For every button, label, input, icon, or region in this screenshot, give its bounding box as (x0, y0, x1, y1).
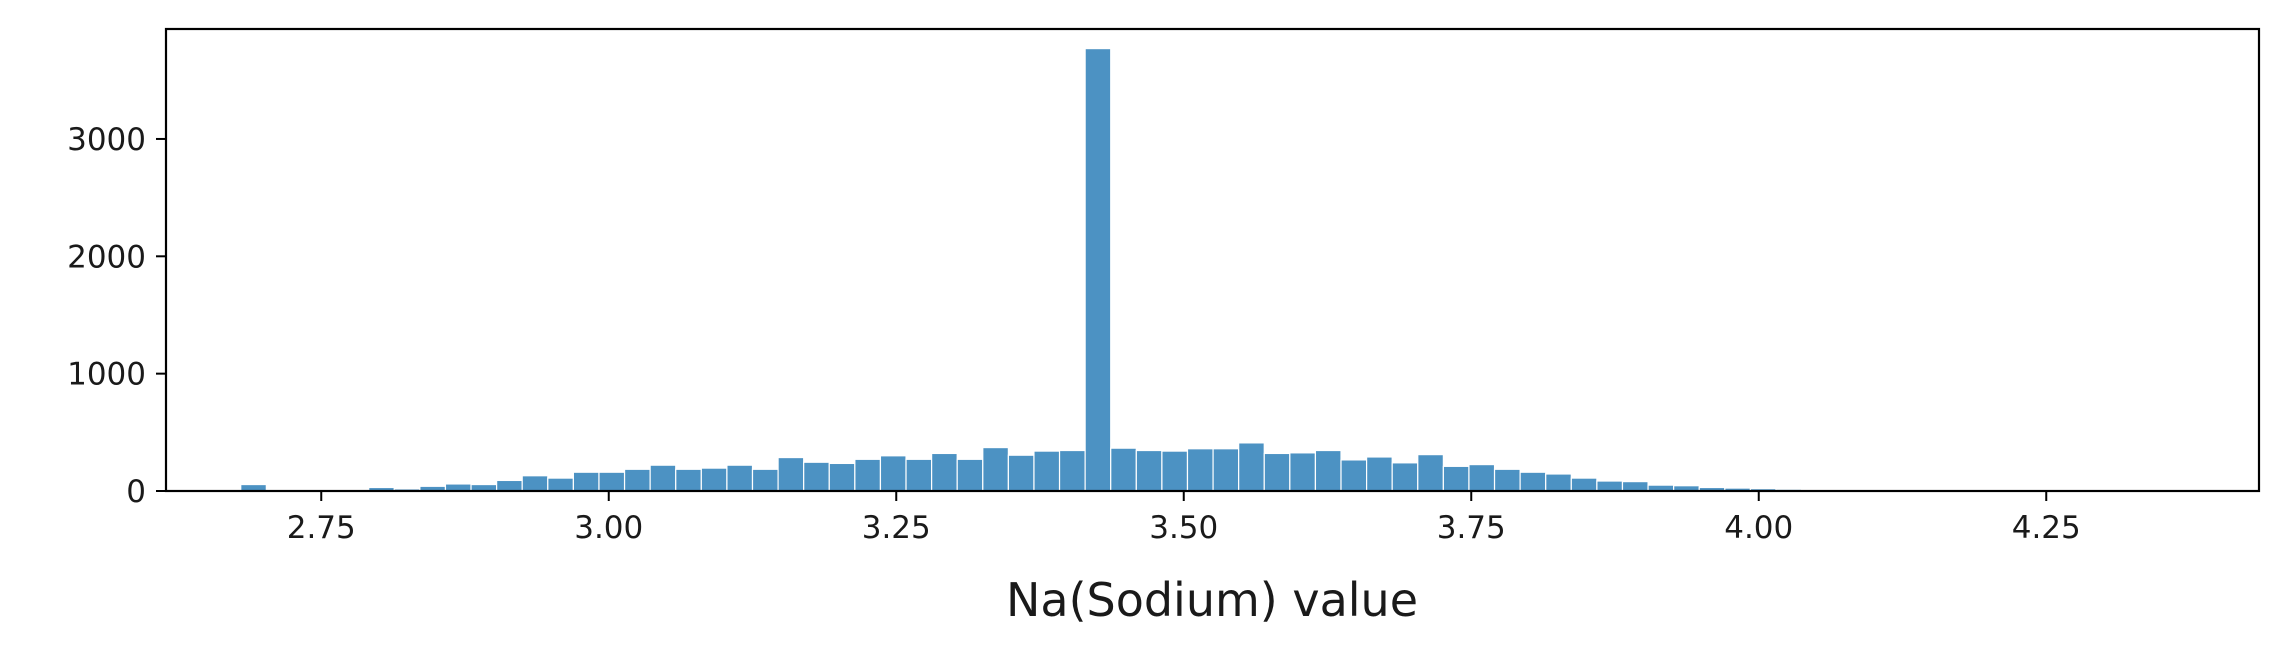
plot-area-frame (164, 27, 2261, 493)
histogram-bar (1212, 448, 1240, 492)
histogram-bar (1468, 463, 1496, 492)
histogram-bar (1340, 459, 1368, 492)
histogram-bar (521, 475, 549, 492)
histogram-bar (1519, 471, 1547, 492)
histogram-bar (905, 458, 933, 492)
x-tick-label: 2.75 (287, 510, 356, 546)
x-tick-label: 4.25 (2012, 510, 2081, 546)
histogram-bar (1135, 449, 1163, 492)
histogram-bar (879, 455, 907, 492)
histogram-bar (1621, 481, 1649, 492)
x-axis-title: Na(Sodium) value (1006, 573, 1418, 627)
histogram-bar (1545, 473, 1572, 492)
y-tick-label: 2000 (67, 239, 146, 275)
histogram-bar (700, 467, 728, 492)
histogram-bar (1365, 456, 1393, 492)
histogram-bar (1238, 442, 1265, 492)
histogram-bar (1007, 454, 1035, 492)
x-axis-ticks: 2.75 3.00 3.25 3.50 3.75 4.00 4.25 (287, 491, 2081, 546)
y-tick-label: 0 (126, 474, 146, 510)
histogram-bar (1033, 450, 1061, 492)
histogram-bar (1314, 449, 1342, 492)
histogram-bar (777, 456, 805, 492)
histogram-bar (1391, 462, 1419, 492)
histogram-bar (598, 471, 626, 492)
x-tick-label: 3.00 (574, 510, 643, 546)
histogram-bar (751, 468, 779, 492)
histogram-bar (1493, 468, 1521, 492)
histogram-bar (1417, 454, 1444, 492)
x-tick-label: 4.00 (1724, 510, 1793, 546)
histogram-bar (547, 477, 574, 492)
x-tick-label: 3.25 (862, 510, 931, 546)
histogram-bar (726, 464, 754, 492)
x-tick-label: 3.75 (1437, 510, 1506, 546)
x-tick-label: 3.50 (1149, 510, 1218, 546)
histogram-bar (1263, 452, 1291, 492)
y-axis-ticks: 0 1000 2000 3000 (67, 122, 166, 510)
histogram-bar (1084, 47, 1112, 492)
histogram-bar (1186, 448, 1214, 492)
histogram-bar (982, 446, 1009, 492)
histogram-bar (931, 452, 958, 492)
histogram-bar (1058, 449, 1086, 492)
histogram-bar (1570, 477, 1598, 492)
histogram-bar (1289, 452, 1317, 492)
bars-group (240, 47, 1854, 492)
histogram-bar (854, 458, 882, 492)
histogram-bar (675, 468, 702, 492)
histogram-bar (1596, 480, 1624, 492)
histogram-bar (803, 461, 830, 492)
histogram-bar (572, 471, 600, 492)
histogram-bar (649, 464, 677, 492)
histogram-bar (623, 468, 651, 492)
histogram-bar (1161, 450, 1189, 492)
y-tick-label: 1000 (67, 357, 146, 393)
histogram-bar (828, 462, 856, 492)
histogram-bar (1110, 447, 1137, 492)
histogram-bar (1442, 465, 1470, 492)
y-tick-label: 3000 (67, 122, 146, 158)
histogram-bar (496, 479, 523, 492)
histogram-bar (956, 458, 984, 492)
